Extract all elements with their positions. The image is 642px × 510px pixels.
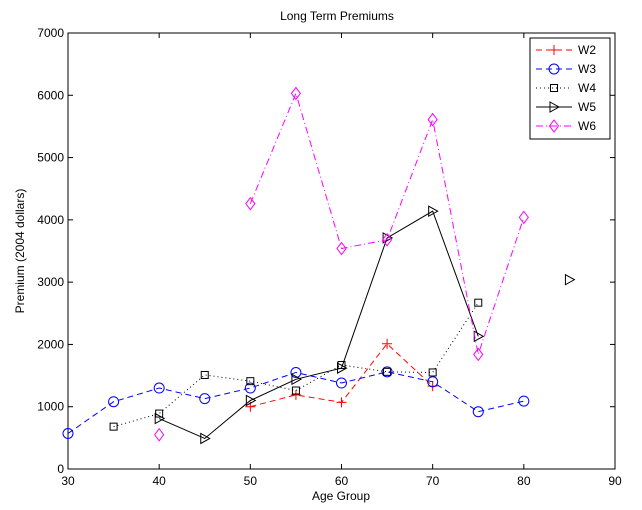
x-tick-label: 30 — [61, 474, 75, 488]
data-point — [62, 427, 74, 439]
series-w5 — [154, 205, 576, 445]
data-point — [200, 432, 211, 445]
data-point — [564, 273, 576, 286]
data-point — [244, 382, 256, 394]
data-point — [200, 370, 209, 379]
y-axis-label: Premium (2004 dollars) — [13, 189, 27, 314]
data-point — [245, 394, 257, 407]
legend-item: W5 — [536, 100, 596, 114]
legend-marker — [548, 63, 560, 75]
legend-item: W2 — [536, 43, 596, 57]
series-line — [113, 302, 479, 428]
legend-marker — [549, 101, 561, 113]
data-point — [246, 377, 255, 386]
data-point — [428, 205, 439, 217]
series-line — [67, 371, 524, 434]
x-tick-label: 80 — [517, 474, 531, 488]
data-point — [518, 395, 530, 407]
data-point — [473, 347, 484, 362]
y-tick-label: 4000 — [37, 213, 64, 227]
series-line — [249, 91, 525, 357]
legend-item: W4 — [536, 81, 596, 95]
chart-title: Long Term Premiums — [280, 9, 394, 23]
data-point — [474, 298, 483, 307]
data-point — [199, 393, 211, 405]
legend-marker — [549, 45, 559, 55]
legend-label: W4 — [578, 81, 596, 95]
data-point — [108, 396, 120, 408]
data-point — [336, 397, 347, 408]
y-tick-label: 1000 — [37, 400, 64, 414]
y-tick-label: 0 — [57, 462, 64, 476]
data-point — [109, 422, 118, 431]
data-point — [427, 112, 438, 127]
legend-marker — [548, 119, 560, 133]
data-point — [337, 362, 348, 374]
axis-ticks: 30 40 50 60 70 80 90 0 1000 2000 3000 4000 5000 6000 7… — [37, 26, 622, 488]
data-point — [154, 427, 165, 442]
data-point — [382, 338, 393, 349]
legend-label: W3 — [578, 62, 596, 76]
x-axis-label: Age Group — [312, 489, 370, 503]
data-point — [336, 241, 347, 256]
x-tick-label: 90 — [608, 474, 622, 488]
y-tick-label: 5000 — [37, 151, 64, 165]
legend-label: W6 — [578, 119, 596, 133]
y-tick-label: 2000 — [37, 337, 64, 351]
y-tick-label: 7000 — [37, 26, 64, 40]
legend-item: W6 — [536, 119, 596, 133]
series-w6 — [154, 86, 529, 442]
data-point — [245, 196, 256, 211]
legend-item: W3 — [536, 62, 596, 76]
data-point — [336, 377, 347, 389]
y-tick-label: 6000 — [37, 88, 64, 102]
data-point — [518, 210, 529, 225]
y-tick-label: 3000 — [37, 275, 64, 289]
series-line — [158, 210, 479, 440]
data-point — [381, 366, 393, 378]
data-point — [290, 366, 302, 378]
data-point — [428, 368, 437, 377]
x-tick-label: 40 — [152, 474, 166, 488]
data-point — [381, 232, 393, 247]
data-point — [427, 376, 439, 388]
series-layer — [62, 86, 576, 445]
data-point — [153, 382, 165, 394]
x-tick-label: 60 — [335, 474, 349, 488]
data-point — [291, 386, 300, 395]
data-point — [154, 412, 166, 425]
x-tick-label: 50 — [244, 474, 258, 488]
legend-label: W2 — [578, 43, 596, 57]
legend-label: W5 — [578, 100, 596, 114]
x-tick-label: 70 — [426, 474, 440, 488]
data-point — [290, 86, 302, 101]
data-point — [291, 373, 302, 386]
data-point — [472, 406, 484, 418]
data-point — [383, 367, 392, 376]
data-point — [290, 389, 301, 400]
data-point — [382, 232, 394, 244]
series-w3 — [62, 366, 530, 439]
legend-marker — [550, 84, 558, 92]
legend-box — [529, 37, 611, 140]
legend: W2 W3 W4 W5 W6 — [529, 37, 611, 140]
